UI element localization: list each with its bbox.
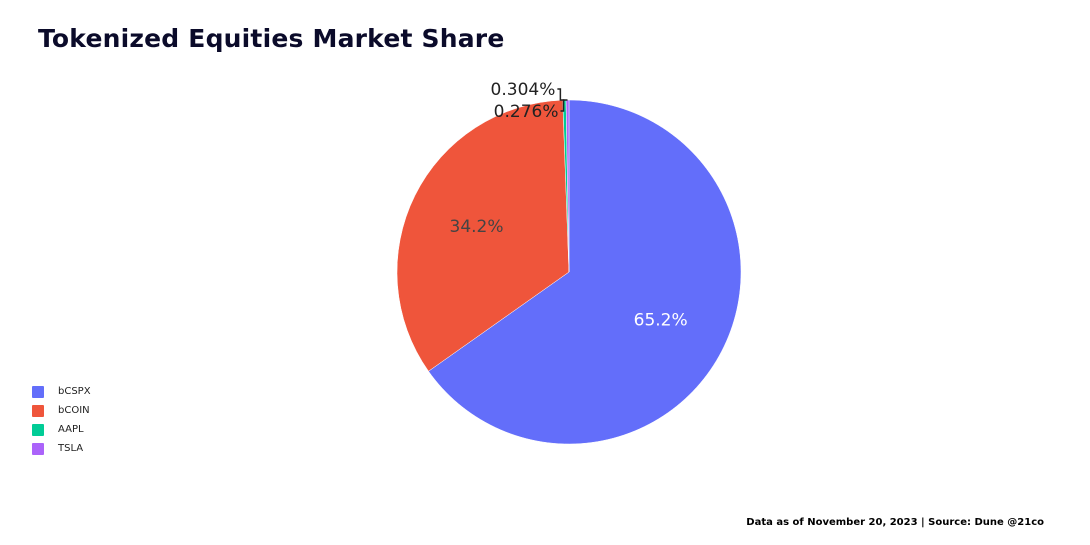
legend-swatch <box>32 442 44 455</box>
legend-label: bCOIN <box>58 405 90 416</box>
pie-slice-bcoin <box>396 99 570 372</box>
slice-label-bcoin: 34.2% <box>450 217 504 237</box>
legend-item-tsla[interactable]: TSLA <box>32 439 91 458</box>
legend-label: AAPL <box>58 424 84 435</box>
legend-item-bcspx[interactable]: bCSPX <box>32 382 91 401</box>
legend-swatch <box>32 385 44 398</box>
legend-label: bCSPX <box>58 386 91 397</box>
slice-label-tsla: 0.276% <box>494 102 559 122</box>
leader-line-aapl <box>557 88 565 101</box>
legend-label: TSLA <box>58 443 84 454</box>
legend-swatch <box>32 404 44 417</box>
legend-item-bcoin[interactable]: bCOIN <box>32 401 91 420</box>
pie-slice-bcspx <box>428 99 742 445</box>
slice-label-bcspx: 65.2% <box>634 310 688 330</box>
chart-title: Tokenized Equities Market Share <box>38 24 505 53</box>
legend: bCSPX bCOIN AAPL TSLA <box>32 382 91 458</box>
legend-swatch <box>32 423 44 436</box>
slice-label-aapl: 0.304% <box>491 80 556 100</box>
footer-source-note: Data as of November 20, 2023 | Source: D… <box>746 517 1044 528</box>
leader-line-tsla <box>560 99 568 112</box>
legend-item-aapl[interactable]: AAPL <box>32 420 91 439</box>
